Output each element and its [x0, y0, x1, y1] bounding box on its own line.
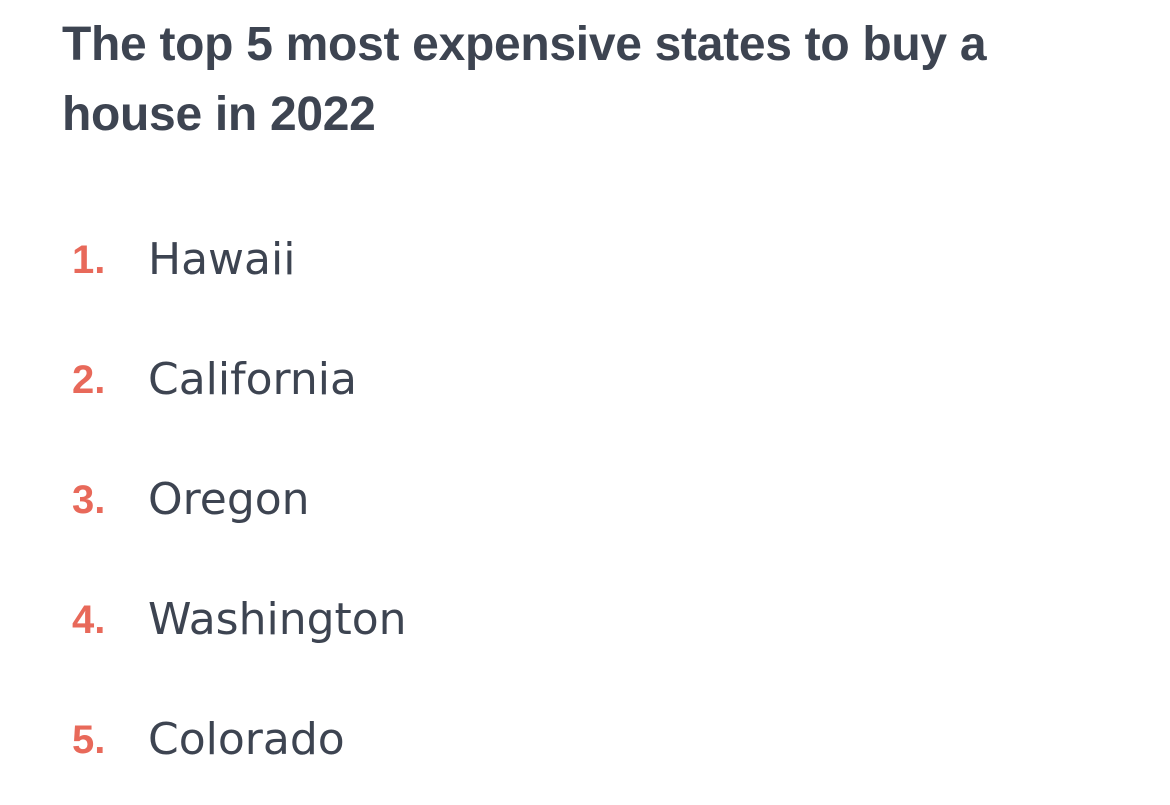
list-number: 2.: [72, 358, 106, 402]
list-number: 5.: [72, 718, 106, 762]
list-item: 1. Hawaii: [0, 200, 1170, 320]
state-name: Washington: [148, 594, 407, 645]
state-name: California: [148, 354, 357, 405]
title: The top 5 most expensive states to buy a…: [62, 18, 987, 141]
list-item: 3. Oregon: [0, 440, 1170, 560]
list-number: 4.: [72, 598, 106, 642]
list-number: 1.: [72, 238, 106, 282]
list-item: 4. Washington: [0, 560, 1170, 680]
state-name: Colorado: [148, 714, 345, 765]
state-name: Hawaii: [148, 234, 296, 285]
state-name: Oregon: [148, 474, 310, 525]
list-number: 3.: [72, 478, 106, 522]
list-item: 5. Colorado: [0, 680, 1170, 800]
list-item: 2. California: [0, 320, 1170, 440]
